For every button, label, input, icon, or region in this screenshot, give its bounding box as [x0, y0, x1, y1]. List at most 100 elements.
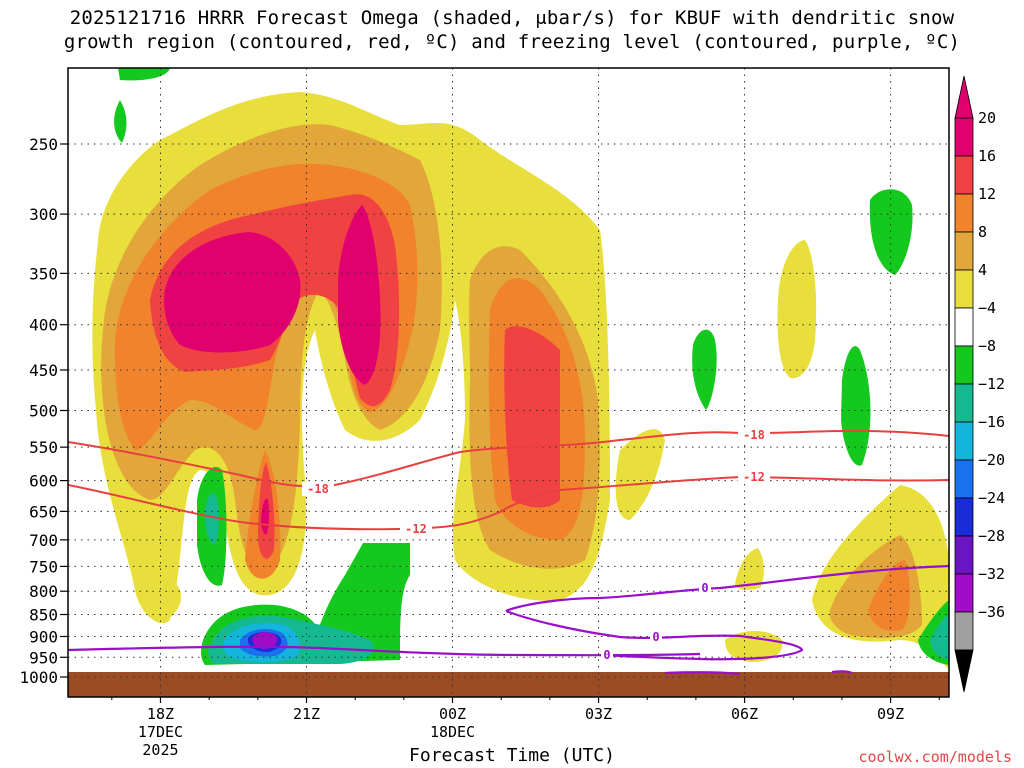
x-tick-label: 21Z [293, 705, 320, 723]
y-tick-label: 1000 [19, 668, 58, 687]
colorbar-swatch [954, 573, 974, 613]
omega-region-4 [735, 548, 764, 590]
colorbar-swatch [954, 117, 974, 157]
label-bg [302, 482, 334, 496]
label-bg [738, 470, 770, 484]
colorbar-swatch [954, 155, 974, 195]
zero-contour [664, 671, 741, 676]
omega-region-neg4 [869, 189, 913, 275]
contour-label-zero: 0 [701, 581, 708, 595]
chart-title-line2: growth region (contoured, red, ºC) and f… [63, 31, 961, 53]
colorbar-label: −4 [978, 299, 996, 317]
colorbar-swatch [954, 383, 974, 423]
colorbar-swatch [954, 231, 974, 271]
plot-frame [67, 67, 950, 698]
ground [68, 672, 949, 697]
colorbar-swatch [954, 535, 974, 575]
colorbar-label: −16 [978, 413, 1005, 431]
omega-region-12 [868, 560, 910, 631]
contour-label-minus12: -12 [743, 470, 765, 484]
label-bg [601, 648, 613, 662]
y-tick-label: 500 [29, 402, 58, 421]
colorbar-label: 12 [978, 185, 996, 203]
label-bg [738, 428, 770, 442]
omega-region-4 [615, 429, 665, 520]
contour-label-minus12: -12 [405, 522, 427, 536]
credit-link[interactable]: coolwx.com/models [858, 748, 1012, 766]
omega-region-neg4 [841, 346, 871, 466]
colorbar-swatch [954, 193, 974, 233]
omega-shading [68, 68, 949, 697]
colorbar-swatch [954, 269, 974, 309]
colorbar-label: 4 [978, 261, 987, 279]
omega-region-neg4 [692, 329, 717, 410]
y-axis: 250 300 350 400 450 500 550 600 650 700 750 800 850 9… [19, 135, 68, 687]
colorbar-label: 8 [978, 223, 987, 241]
y-tick-label: 750 [29, 557, 58, 576]
omega-region-neg8 [930, 615, 949, 660]
omega-region-4 [777, 240, 817, 379]
colorbar-swatch [954, 459, 974, 499]
omega-region-neg8 [204, 493, 219, 545]
omega-region-20 [338, 205, 381, 385]
zero-contour [831, 670, 853, 675]
colorbar-label: −32 [978, 565, 1005, 583]
omega-region-20 [261, 498, 270, 535]
contour-label-minus18: -18 [307, 482, 329, 496]
label-bg [699, 581, 711, 595]
x-tick-label: 09Z [877, 705, 904, 723]
colorbar-label: −24 [978, 489, 1005, 507]
omega-region-4 [725, 631, 783, 662]
x-tick-label: 00Z [439, 705, 466, 723]
y-tick-label: 950 [29, 648, 58, 667]
colorbar-label: −8 [978, 337, 996, 355]
x-tick-label: 06Z [731, 705, 758, 723]
omega-region-neg4 [114, 100, 127, 143]
colorbar-label: 20 [978, 109, 996, 127]
colorbar-label: −20 [978, 451, 1005, 469]
colorbar-swatch [954, 497, 974, 537]
label-bg [400, 522, 432, 536]
y-tick-label: 850 [29, 606, 58, 625]
colorbar-swatch [954, 611, 974, 651]
x-tick-label: 18Z [147, 705, 174, 723]
colorbar-label: −28 [978, 527, 1005, 545]
colorbar-label: 16 [978, 147, 996, 165]
grid [68, 68, 949, 697]
colorbar-bottom-arrow [954, 649, 974, 693]
colorbar-label: −12 [978, 375, 1005, 393]
y-tick-label: 250 [29, 135, 58, 154]
y-tick-label: 600 [29, 472, 58, 491]
y-tick-label: 800 [29, 582, 58, 601]
zero-contour [68, 645, 701, 657]
chart-title: 2025121716 HRRR Forecast Omega (shaded, … [0, 6, 1024, 54]
x-axis-label: Forecast Time (UTC) [409, 745, 615, 766]
colorbar-swatch [954, 421, 974, 461]
y-tick-label: 650 [29, 502, 58, 521]
y-tick-label: 900 [29, 627, 58, 646]
contour-label-minus18: -18 [743, 428, 765, 442]
contour-labels: -18 -18 -12 -12 0 0 0 [302, 428, 770, 662]
zero-contour [505, 609, 804, 661]
colorbar: 20 16 12 8 4 −4 −8 −12 −16 −20 −24 −28 −32 −36 [954, 75, 1005, 693]
x-tick-sublabel: 17DEC [138, 723, 183, 741]
omega-region-16 [504, 326, 560, 508]
contour-label-zero: 0 [603, 648, 610, 662]
omega-region-neg4 [118, 68, 170, 81]
chart-title-line1: 2025121716 HRRR Forecast Omega (shaded, … [69, 7, 955, 29]
y-tick-label: 350 [29, 264, 58, 283]
y-tick-label: 700 [29, 531, 58, 550]
contour-label-zero: 0 [652, 630, 659, 644]
label-bg [650, 630, 662, 644]
omega-region-neg28 [252, 632, 278, 649]
y-tick-label: 400 [29, 316, 58, 335]
omega-region-4 [139, 573, 182, 622]
x-tick-sublabel: 2025 [142, 741, 178, 759]
y-tick-label: 550 [29, 438, 58, 457]
zero-contour [505, 564, 949, 613]
colorbar-label: −36 [978, 603, 1005, 621]
colorbar-swatch [954, 307, 974, 347]
x-tick-label: 03Z [585, 705, 612, 723]
